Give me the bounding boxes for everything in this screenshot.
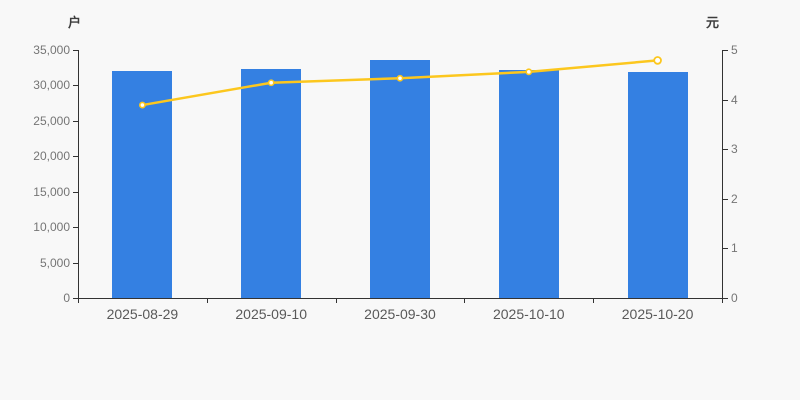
bar: [112, 70, 173, 298]
x-axis-tick: [335, 299, 337, 303]
right-axis-tick: [723, 198, 728, 200]
bar: [498, 69, 559, 298]
left-axis-tick-label: 20,000: [33, 149, 70, 164]
x-axis-line: [78, 298, 723, 299]
x-axis-tick: [78, 299, 79, 303]
x-axis-tick: [722, 299, 723, 303]
right-axis-unit-label: 元: [706, 15, 720, 30]
right-axis-tick: [723, 298, 728, 299]
bar: [241, 69, 302, 298]
left-axis-tick-label: 35,000: [33, 43, 70, 57]
left-axis-tick: [73, 262, 78, 264]
left-axis-tick: [73, 298, 78, 299]
y-axis-right-line: [722, 50, 723, 299]
bar: [370, 59, 430, 298]
x-category-label: 2025-08-29: [106, 306, 179, 322]
right-axis-tick: [723, 248, 728, 250]
left-axis-tick: [73, 191, 78, 193]
left-axis-unit-label: 户: [68, 15, 82, 30]
bar: [627, 71, 688, 298]
x-axis-tick: [464, 299, 466, 303]
left-axis-tick-label: 10,000: [33, 220, 70, 235]
x-category-label: 2025-10-20: [621, 306, 694, 322]
right-axis-tick-label: 4: [731, 92, 738, 107]
right-axis-tick-label: 3: [731, 142, 738, 157]
right-axis-tick-label: 0: [731, 291, 738, 305]
left-axis-tick-label: 0: [63, 291, 70, 305]
left-axis-tick: [73, 227, 78, 229]
left-axis-tick: [73, 120, 78, 122]
left-axis-tick-label: 15,000: [33, 184, 70, 199]
x-category-label: 2025-09-30: [364, 306, 436, 322]
y-axis-left-line: [78, 50, 79, 299]
right-axis-tick-label: 5: [731, 43, 738, 57]
left-axis-tick-label: 25,000: [33, 113, 70, 128]
line-marker-latest: [653, 56, 662, 65]
x-category-label: 2025-10-10: [492, 306, 565, 322]
right-axis-tick: [723, 50, 728, 51]
right-axis-tick-label: 2: [731, 191, 738, 206]
x-axis-tick: [206, 299, 208, 303]
right-axis-tick: [723, 99, 728, 101]
left-axis-tick-label: 5,000: [39, 255, 70, 270]
x-category-label: 2025-09-10: [235, 306, 307, 322]
right-axis-tick-label: 1: [731, 241, 738, 256]
right-axis-tick: [723, 149, 728, 151]
left-axis-tick: [73, 50, 78, 51]
left-axis-tick: [73, 156, 78, 158]
left-axis-tick: [73, 85, 78, 87]
left-axis-tick-label: 30,000: [33, 78, 70, 93]
x-axis-tick: [593, 299, 595, 303]
